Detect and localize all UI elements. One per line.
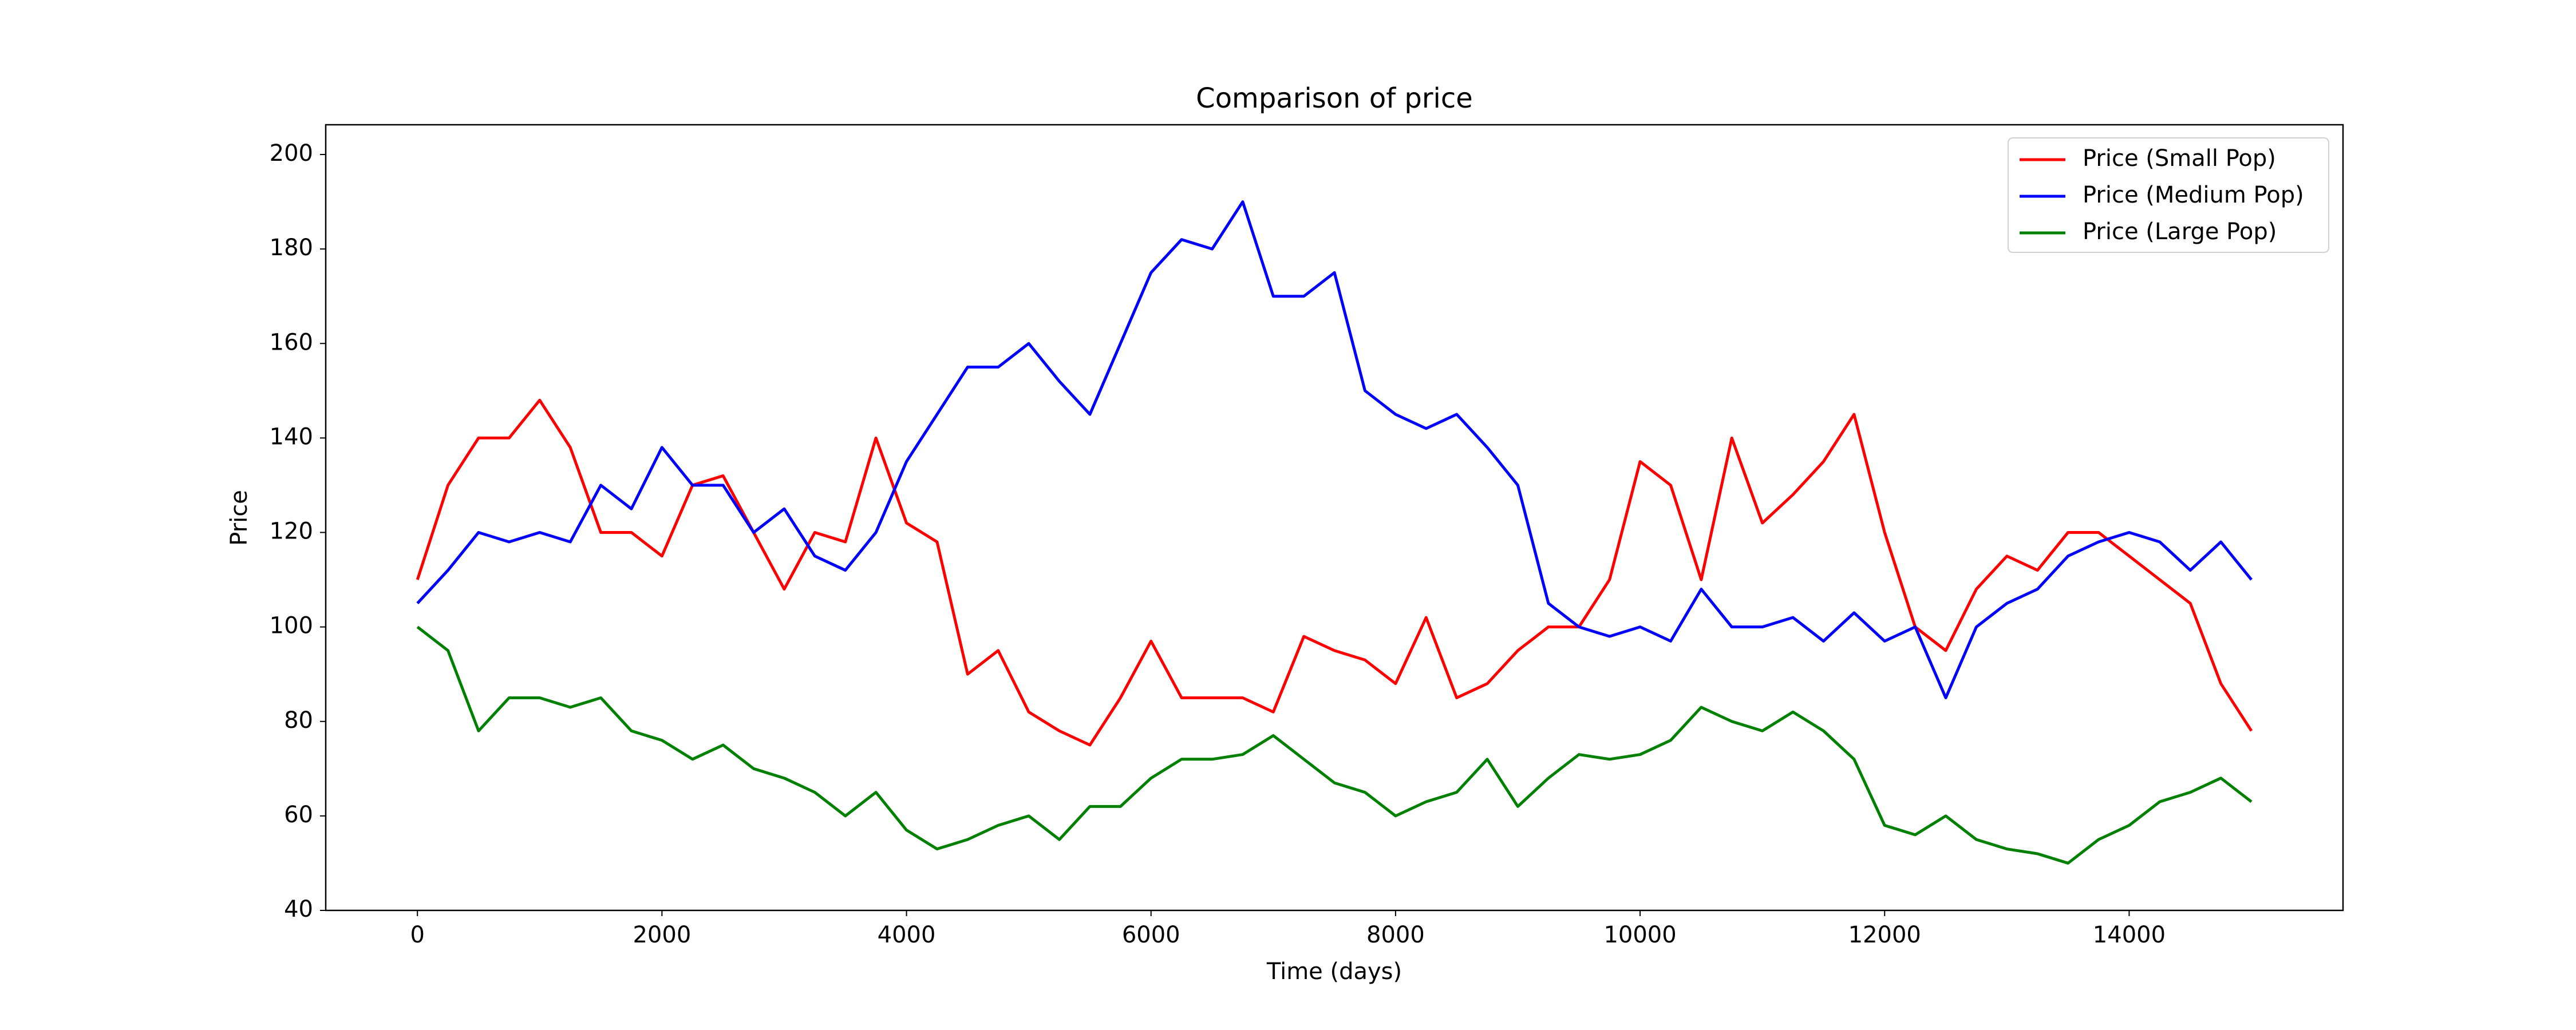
y-tick-label: 80 [284,707,313,734]
line-series [416,200,2253,699]
plot-frame [325,124,2344,912]
y-tick-label: 40 [284,896,313,922]
line-series [416,398,2253,747]
chart-title: Comparison of price [1196,82,1473,114]
x-axis-label: Time (days) [1266,958,1402,985]
y-tick-label: 180 [270,235,313,261]
x-tick-label: 4000 [878,922,936,948]
x-tick-label: 8000 [1366,922,1425,948]
y-tick-label: 100 [270,613,313,639]
x-tick-label: 10000 [1603,922,1676,948]
y-tick-label: 60 [284,802,313,828]
y-tick-label: 120 [270,518,313,545]
x-tick-label: 14000 [2093,922,2166,948]
x-tick-label: 12000 [1848,922,1921,948]
x-tick-label: 2000 [633,922,691,948]
legend-label: Price (Large Pop) [2083,219,2277,245]
y-tick-label: 140 [270,423,313,450]
x-tick-label: 0 [410,922,424,948]
x-tick-label: 6000 [1122,922,1180,948]
legend-label: Price (Small Pop) [2083,145,2276,172]
line-series [416,625,2253,865]
y-tick-label: 200 [270,140,313,167]
legend-box [2008,137,2329,253]
legend-label: Price (Medium Pop) [2083,182,2304,208]
y-tick-label: 160 [270,329,313,355]
y-axis-label: Price [226,490,252,546]
